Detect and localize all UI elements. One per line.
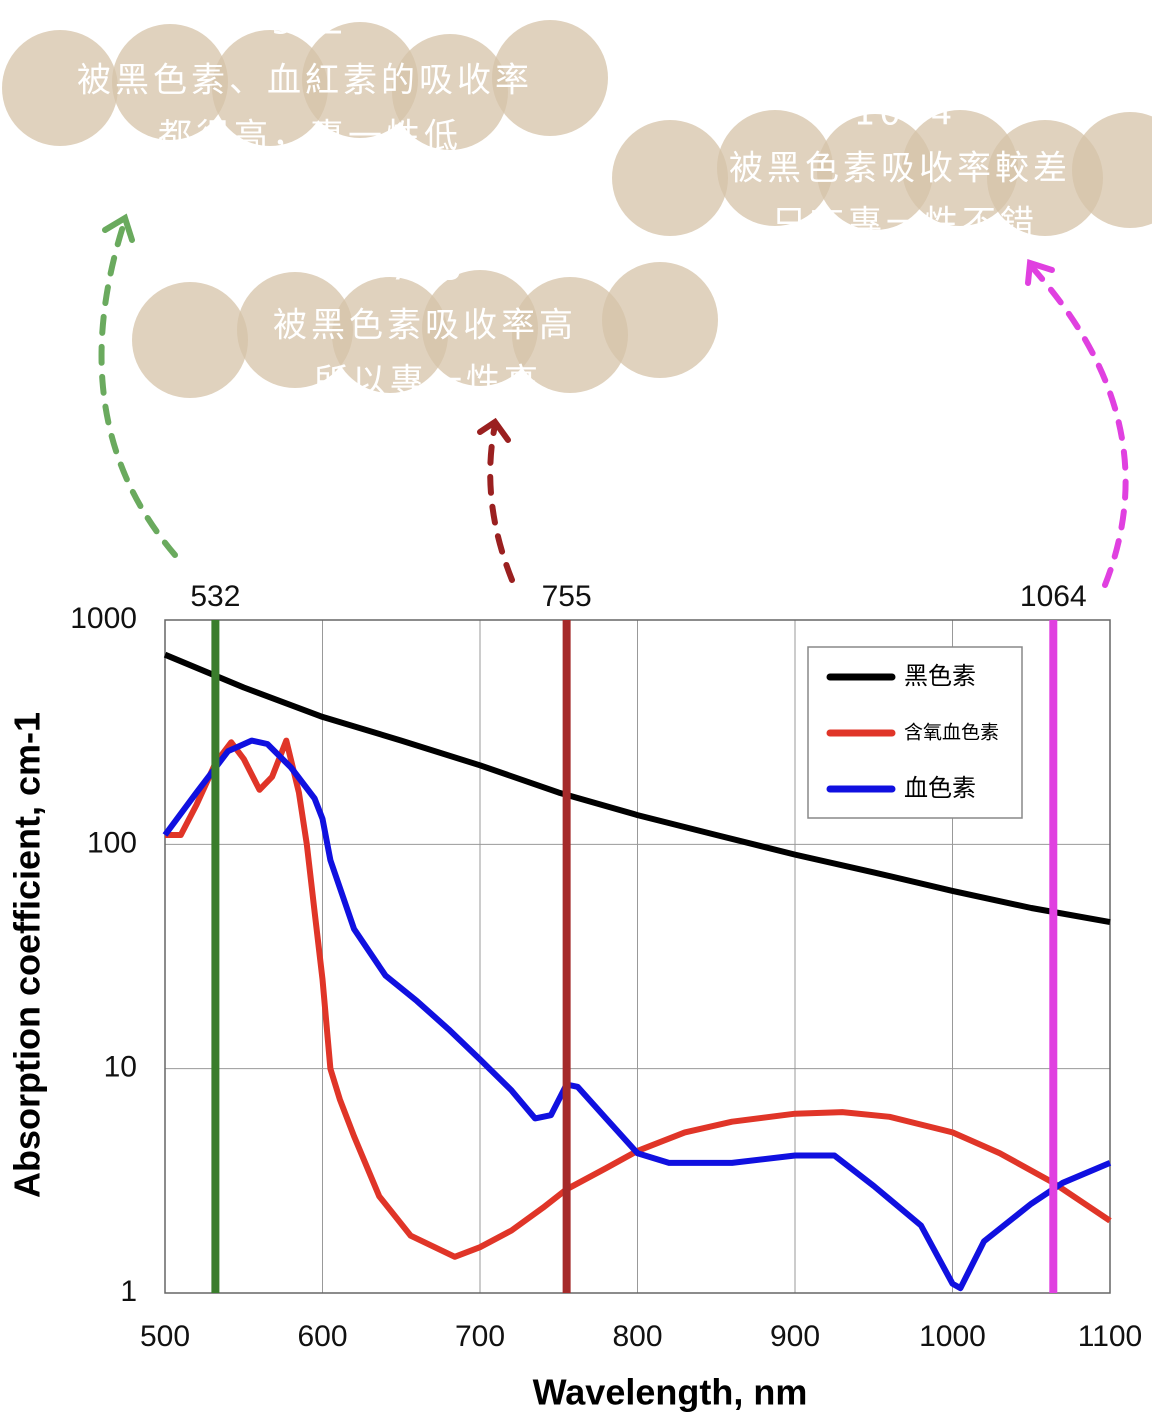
annotation-text: 被黑色素、血紅素的吸收率 — [77, 61, 533, 101]
arrows — [98, 213, 1129, 588]
marker-label: 755 — [542, 580, 592, 613]
y-tick-label: 1000 — [70, 602, 137, 635]
annotation-title: 1064 — [854, 94, 957, 134]
series-line — [162, 737, 1112, 1292]
y-axis-label: Absorption coefficient, cm-1 — [7, 712, 48, 1198]
x-tick-label: 900 — [770, 1320, 820, 1353]
legend-label: 含氧血色素 — [904, 722, 999, 744]
x-tick-label: 700 — [455, 1320, 505, 1353]
x-tick-label: 800 — [612, 1320, 662, 1353]
x-axis-label: Wavelength, nm — [533, 1372, 808, 1413]
annotation-text: 被黑色素吸收率高 — [273, 306, 577, 346]
annotation-title: 755 — [390, 249, 467, 289]
y-tick-label: 1 — [120, 1275, 137, 1308]
annotation-text: 被黑色素吸收率較差 — [729, 149, 1071, 189]
annotation-text: 都很高，專一性低 — [158, 117, 462, 157]
bubbles — [2, 20, 1152, 398]
y-tick-label: 100 — [87, 826, 137, 859]
x-tick-label: 1000 — [919, 1320, 986, 1353]
plot-frame — [164, 619, 1111, 1294]
series-line — [163, 651, 1111, 926]
marker-label: 532 — [190, 580, 240, 613]
y-tick-label: 10 — [104, 1051, 137, 1084]
legend-label: 血色素 — [904, 774, 976, 802]
legend-label: 黑色素 — [904, 662, 976, 690]
annotation-text: 只有專一性不錯 — [772, 204, 1038, 244]
marker-label: 1064 — [1020, 580, 1087, 613]
annotation-title: 532 — [272, 3, 349, 43]
annotation-text: 所以專一性高 — [314, 362, 542, 402]
x-tick-label: 600 — [297, 1320, 347, 1353]
x-tick-label: 500 — [140, 1320, 190, 1353]
series-line — [165, 737, 1112, 1260]
x-tick-label: 1100 — [1078, 1320, 1143, 1353]
